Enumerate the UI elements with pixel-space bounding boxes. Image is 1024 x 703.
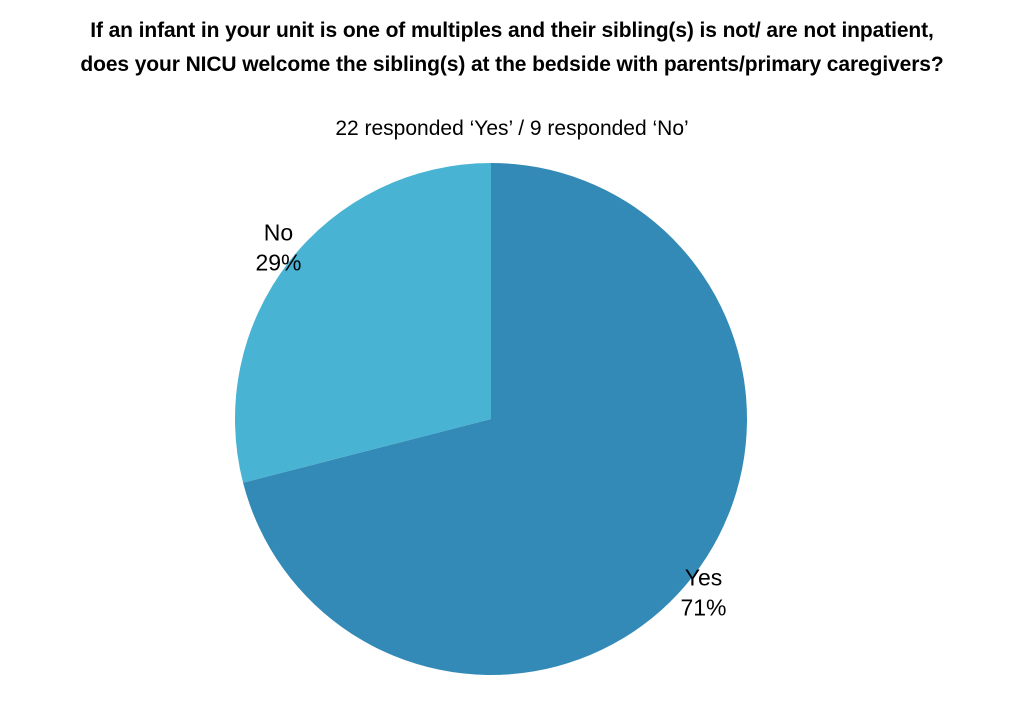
pie-labels: Yes 71% No 29% [255, 219, 726, 620]
chart-title: If an infant in your unit is one of mult… [0, 14, 1024, 82]
pie-slice-yes [243, 163, 747, 675]
chart-title-line-1: If an infant in your unit is one of mult… [90, 19, 934, 42]
pie-slice-no [234, 163, 491, 483]
slice-label-no: No [264, 219, 293, 245]
slice-value-yes: 71% [680, 595, 726, 621]
slice-label-yes: Yes [685, 565, 723, 591]
pie-slices [234, 163, 747, 675]
slice-value-no: 29% [255, 249, 301, 275]
chart-subtitle: 22 responded ‘Yes’ / 9 responded ‘No’ [335, 117, 689, 140]
chart-title-line-2: does your NICU welcome the sibling(s) at… [80, 53, 944, 76]
